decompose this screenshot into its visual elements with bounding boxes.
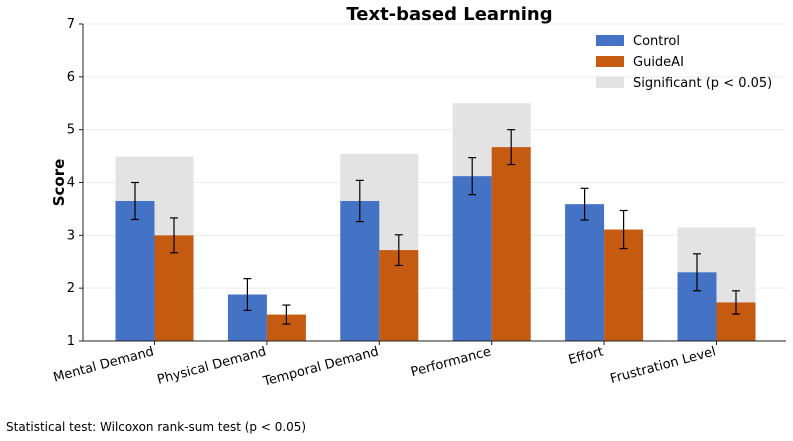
y-tick-label: 1	[67, 334, 75, 349]
bar-control	[565, 204, 605, 341]
legend-label: Control	[633, 34, 680, 49]
y-tick-label: 5	[67, 123, 75, 138]
y-tick-label: 6	[67, 70, 75, 85]
x-tick-label: Mental Demand	[52, 344, 156, 385]
bar-control	[452, 176, 492, 341]
legend-swatch	[596, 77, 624, 88]
legend-swatch	[596, 35, 624, 46]
bar-control	[115, 200, 155, 341]
x-tick-label: Physical Demand	[156, 344, 268, 388]
chart-title: Text-based Learning	[346, 4, 552, 25]
y-axis-label: Score	[50, 159, 68, 207]
x-tick-label: Performance	[409, 344, 492, 380]
bar-guideai	[491, 147, 531, 341]
y-tick-label: 2	[67, 281, 75, 296]
y-tick-label: 7	[67, 17, 75, 32]
y-tick-label: 4	[67, 176, 75, 191]
x-tick-label: Frustration Level	[609, 344, 718, 387]
bar-control	[340, 200, 380, 341]
x-tick-label: Temporal Demand	[261, 344, 381, 389]
x-tick-label: Effort	[567, 344, 605, 368]
legend-swatch	[596, 56, 624, 67]
footnote: Statistical test: Wilcoxon rank-sum test…	[6, 420, 307, 434]
legend-label: Significant (p < 0.05)	[633, 76, 772, 91]
y-tick-label: 3	[67, 228, 75, 243]
legend-label: GuideAI	[633, 55, 684, 70]
